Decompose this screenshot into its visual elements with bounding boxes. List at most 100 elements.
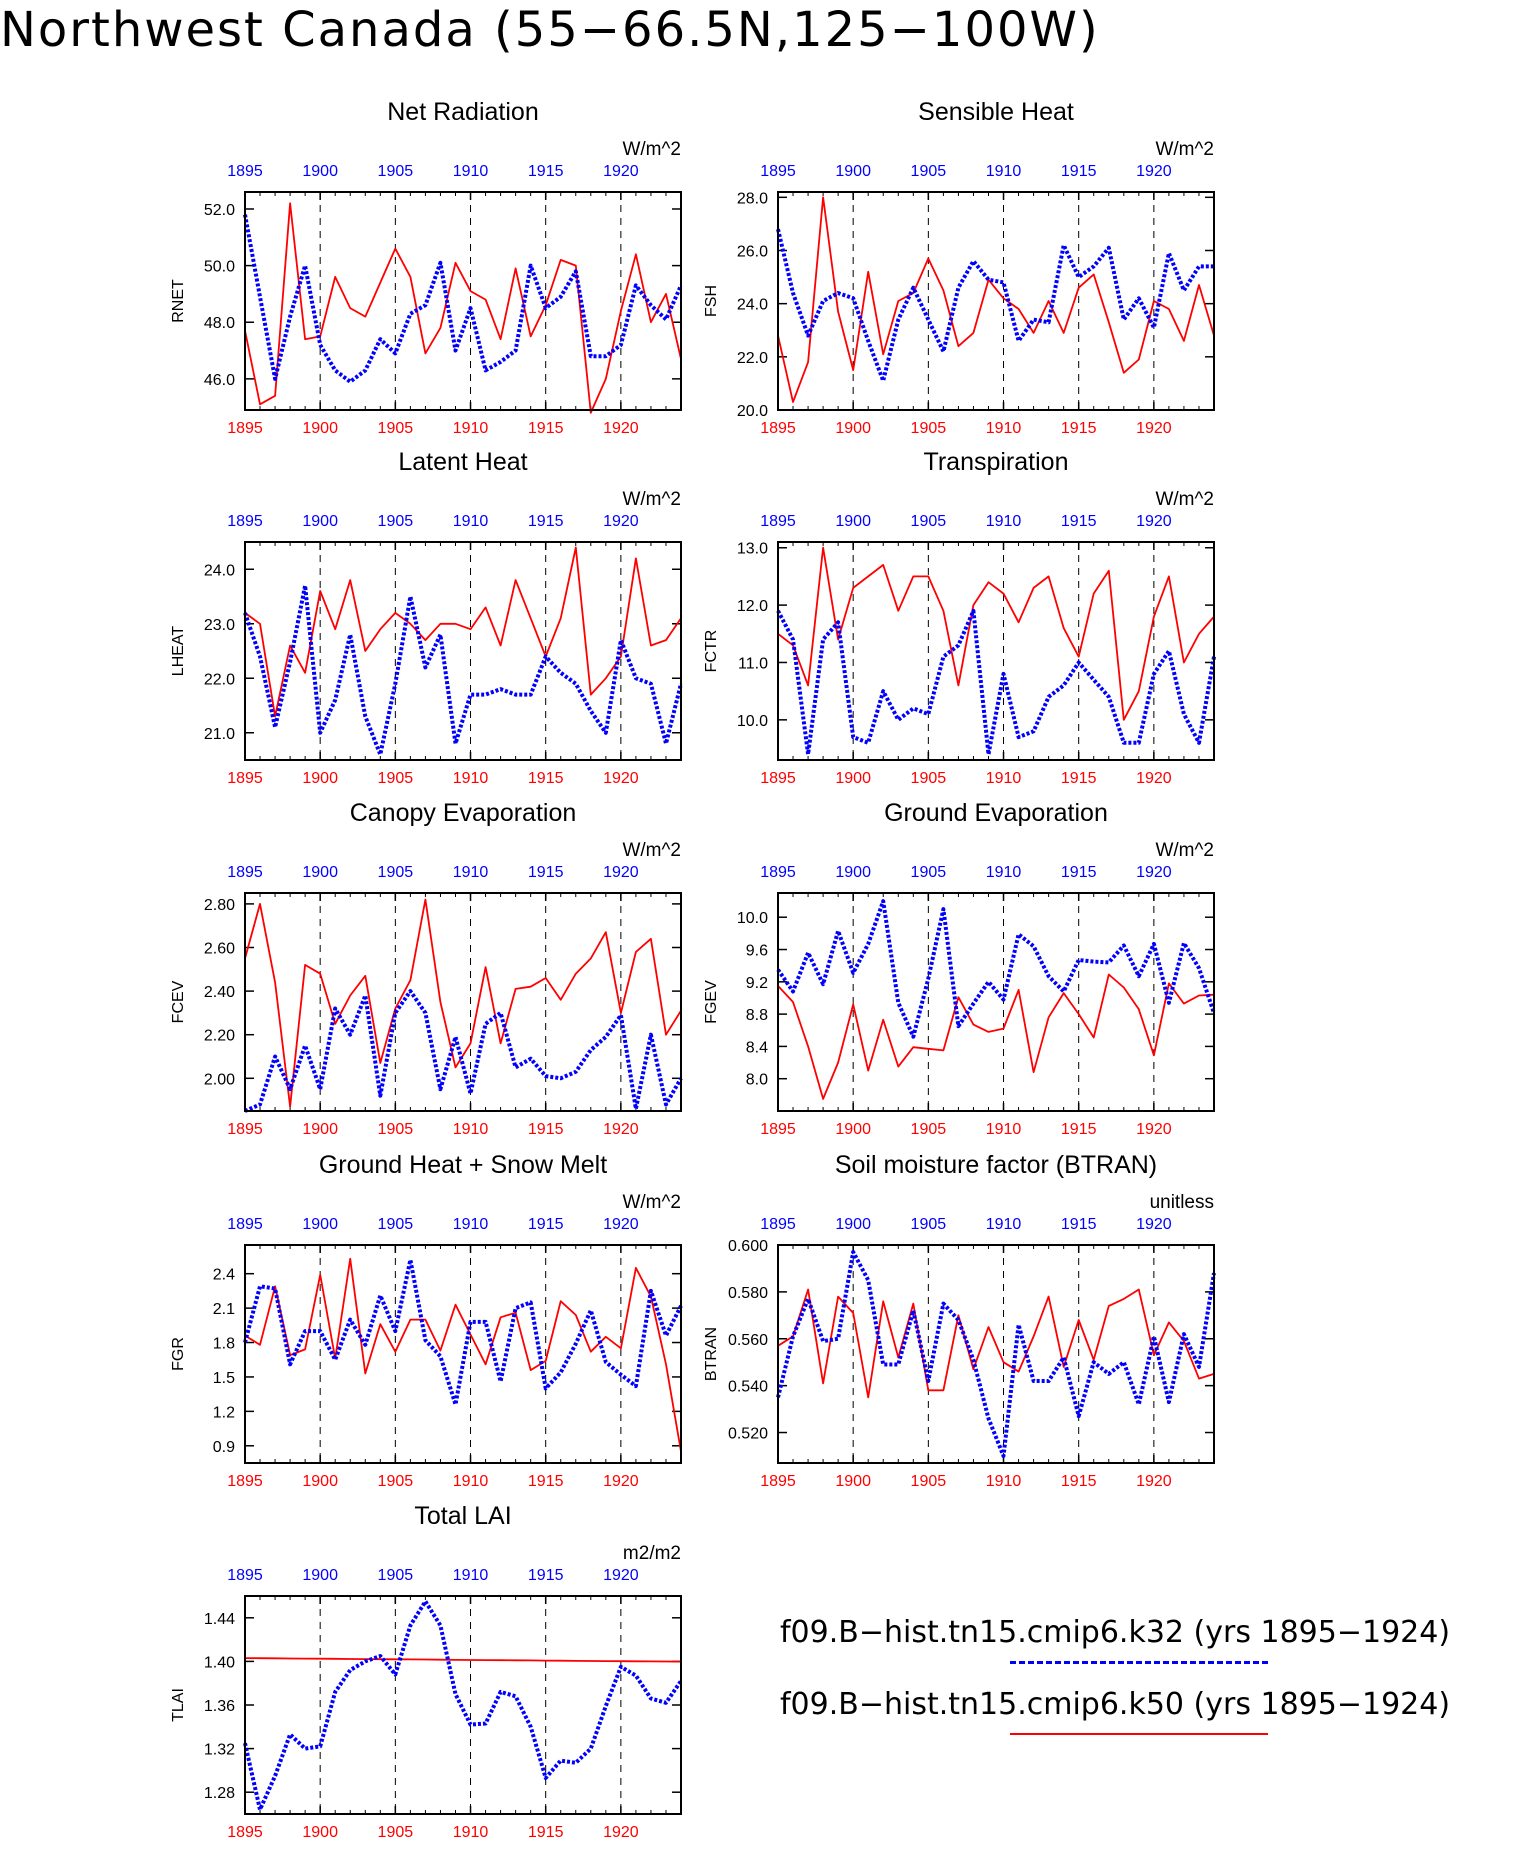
x-tick-label-bottom: 1920 [603,420,639,437]
y-tick-label: 2.00 [204,1071,235,1088]
x-tick-label-top: 1895 [227,1216,263,1233]
series-line-k32 [776,608,1216,757]
units-label: unitless [1150,1192,1214,1213]
series-line-k32 [776,899,1216,1039]
x-tick-label-top: 1910 [453,513,489,530]
plot-frame [244,541,682,761]
units-label: W/m^2 [622,840,681,861]
legend-label-k50: f09.B−hist.tn15.cmip6.k50 (yrs 1895−1924… [780,1687,1451,1722]
x-tick-label-top: 1920 [603,1567,639,1584]
x-tick-label-bottom: 1905 [911,770,947,787]
y-axis-label: FGEV [703,980,720,1024]
y-tick-label: 24.0 [737,297,768,314]
x-tick-label-top: 1900 [302,864,338,881]
x-tick-label-bottom: 1900 [835,420,871,437]
x-tick-label-bottom: 1915 [1061,420,1097,437]
series-line-k50 [244,202,682,414]
units-label: W/m^2 [622,489,681,510]
x-tick-label-top: 1905 [378,1216,414,1233]
chart-panel-8: Soil moisture factor (BTRAN) unitless BTRA… [703,1151,1216,1490]
x-tick-label-top: 1910 [453,1216,489,1233]
x-tick-label-bottom: 1910 [986,420,1022,437]
series-line-k32 [776,1250,1216,1458]
chart-title: Ground Heat + Snow Melt [319,1151,607,1179]
y-tick-label: 0.520 [728,1426,768,1443]
x-tick-label-bottom: 1910 [453,420,489,437]
x-tick-label-top: 1915 [528,864,564,881]
x-tick-label-bottom: 1915 [528,1473,564,1490]
series-line-k50 [244,1257,682,1452]
x-tick-label-bottom: 1910 [453,1121,489,1138]
y-tick-label: 9.2 [746,975,768,992]
series-line-k50 [777,546,1215,721]
chart-panel-6: Ground Evaporation W/m^2 FGEV 1895 1895 1900 1… [703,799,1216,1138]
x-tick-label-top: 1915 [528,513,564,530]
x-tick-label-top: 1915 [1061,1216,1097,1233]
series-line-k32 [243,1257,683,1407]
x-tick-label-top: 1900 [302,163,338,180]
x-tick-label-top: 1895 [760,864,796,881]
units-label: W/m^2 [1155,489,1214,510]
y-tick-label: 13.0 [737,541,768,558]
units-label: m2/m2 [623,1543,681,1564]
y-tick-label: 23.0 [204,617,235,634]
y-tick-label: 1.32 [204,1742,235,1759]
x-tick-label-top: 1895 [227,1567,263,1584]
plot-frame [244,1595,682,1815]
x-tick-label-top: 1915 [528,163,564,180]
x-tick-label-bottom: 1895 [760,1121,796,1138]
x-tick-label-top: 1900 [835,1216,871,1233]
x-tick-label-top: 1920 [1136,163,1172,180]
y-tick-label: 10.0 [737,713,768,730]
x-tick-label-bottom: 1895 [227,1121,263,1138]
x-tick-label-bottom: 1920 [1136,420,1172,437]
figure-title: Northwest Canada (55−66.5N,125−100W) [0,2,1100,58]
legend-swatch-k32 [1010,1661,1268,1664]
units-label: W/m^2 [622,1192,681,1213]
chart-title: Soil moisture factor (BTRAN) [835,1151,1157,1179]
x-tick-label-top: 1920 [603,163,639,180]
x-tick-label-top: 1905 [378,864,414,881]
chart-title: Total LAI [414,1502,511,1530]
legend-label-k32: f09.B−hist.tn15.cmip6.k32 (yrs 1895−1924… [780,1615,1451,1650]
y-tick-label: 22.0 [737,350,768,367]
y-tick-label: 8.8 [746,1007,768,1024]
x-tick-label-bottom: 1920 [603,1121,639,1138]
x-tick-label-top: 1900 [835,864,871,881]
x-tick-label-bottom: 1920 [1136,770,1172,787]
x-tick-label-top: 1905 [378,1567,414,1584]
series-line-k32 [243,214,683,384]
y-axis-label: RNET [170,279,187,323]
series-line-k32 [244,989,683,1113]
x-tick-label-bottom: 1895 [227,1473,263,1490]
x-tick-label-bottom: 1915 [528,770,564,787]
series-line-k50 [777,196,1215,403]
chart-title: Net Radiation [387,98,538,126]
x-tick-label-bottom: 1915 [528,420,564,437]
y-tick-label: 48.0 [204,315,235,332]
x-tick-label-top: 1910 [453,1567,489,1584]
x-tick-label-bottom: 1900 [835,1473,871,1490]
x-tick-label-bottom: 1910 [453,1473,489,1490]
plot-frame [244,1244,682,1464]
plot-frame [777,1244,1215,1464]
y-tick-label: 24.0 [204,562,235,579]
x-tick-label-bottom: 1905 [911,1121,947,1138]
chart-panel-4: Transpiration W/m^2 FCTR 1895 1895 1900 1900 19… [703,448,1216,787]
y-axis-label: FCEV [170,980,187,1023]
chart-panel-9: Total LAI m2/m2 TLAI 1895 1895 1900 1900 1905 19… [170,1502,683,1841]
x-tick-label-bottom: 1900 [302,1824,338,1841]
y-tick-label: 2.20 [204,1028,235,1045]
plot-frame [777,191,1215,411]
x-tick-label-bottom: 1900 [302,770,338,787]
x-tick-label-bottom: 1920 [1136,1121,1172,1138]
y-tick-label: 22.0 [204,671,235,688]
y-tick-label: 1.44 [204,1611,235,1628]
x-tick-label-top: 1915 [1061,864,1097,881]
x-tick-label-bottom: 1915 [528,1824,564,1841]
y-tick-label: 0.560 [728,1332,768,1349]
plot-frame [777,541,1215,761]
x-tick-label-bottom: 1895 [760,1473,796,1490]
y-tick-label: 1.28 [204,1785,235,1802]
